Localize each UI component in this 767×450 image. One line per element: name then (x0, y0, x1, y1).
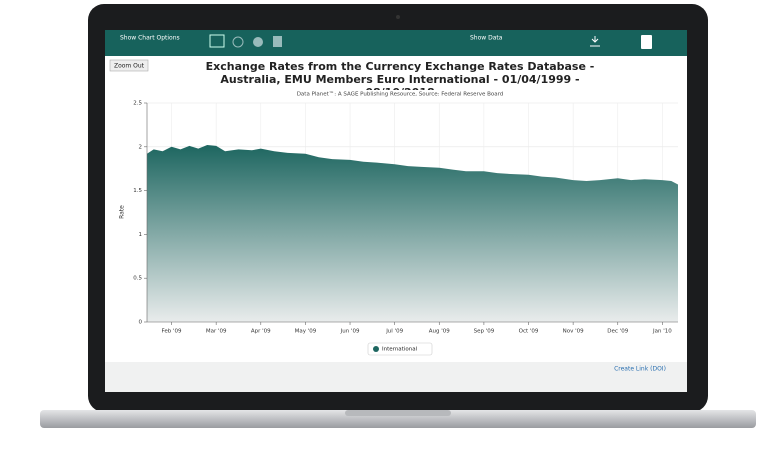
plot: 0 0.5 1 1.5 2 2.5 Feb '09 Mar '09 Apr '09 May '09… (133, 101, 678, 356)
zoom-out-label[interactable]: Zoom Out (114, 63, 145, 70)
y-tick-label: 2.5 (133, 101, 142, 107)
y-tick-label: 1 (139, 232, 143, 238)
footer (105, 362, 687, 392)
chart-title: Exchange Rates from the Currency Exchang… (190, 60, 610, 90)
show-data[interactable]: Show Data (470, 35, 503, 42)
x-tick-label: Feb '09 (162, 329, 182, 335)
camera (396, 15, 400, 19)
x-tick-label: Sep '09 (474, 329, 495, 335)
y-tick-label: 1.5 (133, 188, 142, 194)
x-tick-label: Mar '09 (206, 329, 227, 335)
show-chart-options[interactable]: Show Chart Options (120, 35, 180, 42)
toolbar (105, 30, 687, 56)
icon[interactable] (253, 37, 263, 47)
x-tick-label: Jun '09 (340, 329, 360, 335)
x-tick-label: May '09 (295, 329, 317, 335)
legend-label: International (382, 347, 418, 353)
y-axis-label: Rate (119, 205, 126, 219)
x-tick-label: Aug '09 (429, 329, 450, 335)
calculator-icon[interactable] (641, 35, 652, 49)
x-tick-label: Jan '10 (652, 329, 672, 335)
x-tick-label: Oct '09 (519, 329, 539, 335)
icon[interactable] (273, 36, 282, 47)
x-tick-label: Nov '09 (563, 329, 584, 335)
laptop-notch (345, 410, 451, 416)
create-link[interactable]: Create Link (DOI) (614, 366, 666, 373)
y-tick-label: 0 (139, 320, 143, 326)
x-tick-label: Apr '09 (251, 329, 271, 335)
title-box: Exchange Rates from the Currency Exchang… (190, 60, 610, 90)
x-tick-label: Jul '09 (385, 329, 403, 335)
y-tick-label: 0.5 (133, 276, 142, 282)
laptop-mockup: Show Chart Options Show Data Zoom Out Ex… (0, 0, 767, 446)
chart-subtitle: Data Planet™: A SAGE Publishing Resource… (297, 91, 504, 98)
legend-marker (373, 346, 379, 352)
x-tick-label: Dec '09 (607, 329, 628, 335)
y-tick-label: 2 (139, 144, 143, 150)
